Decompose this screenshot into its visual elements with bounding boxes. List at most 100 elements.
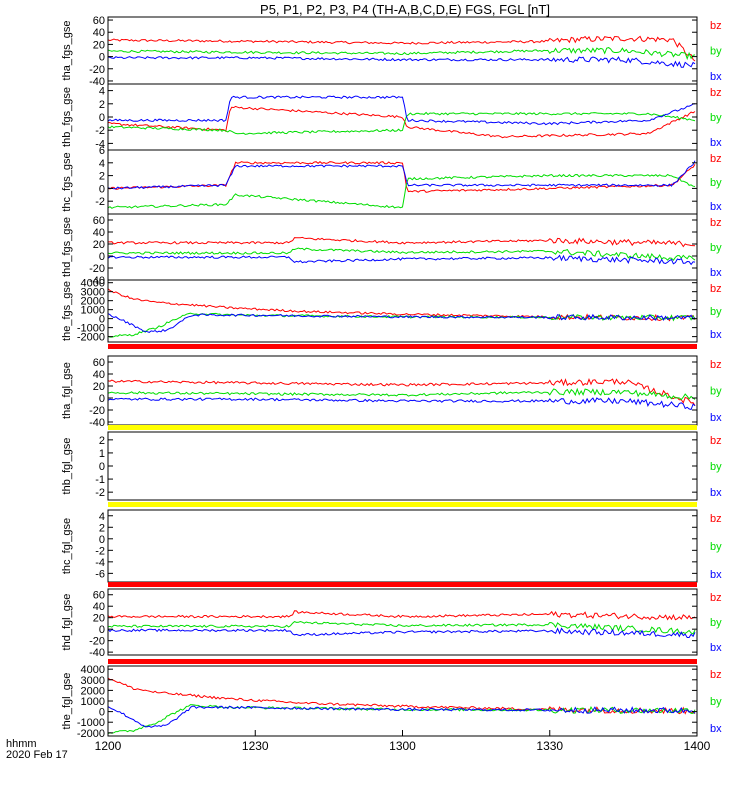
legend-bz: bz xyxy=(710,87,722,99)
panel-frame xyxy=(107,588,698,656)
series-line-by xyxy=(107,247,696,261)
x-tick-label: 1300 xyxy=(389,739,416,753)
y-tick-label: -1000 xyxy=(77,717,105,729)
panel-frame xyxy=(107,213,698,281)
y-axis-label: thc_fgl_gse xyxy=(61,518,73,574)
legend-by: by xyxy=(710,46,722,58)
y-tick-label: 0 xyxy=(99,251,105,263)
panel-thc_fgl_gse: 420-2-4-6 thc_fgl_gse bz by bx xyxy=(61,509,722,587)
y-axis-label: thd_fgs_gse xyxy=(61,217,73,277)
y-tick-label: -2000 xyxy=(77,728,105,740)
plot-title: P5, P1, P2, P3, P4 (TH-A,B,C,D,E) FGS, F… xyxy=(260,2,550,17)
y-tick-label: -2 xyxy=(95,125,105,137)
y-tick-label: 40 xyxy=(93,601,105,613)
y-axis-label: tha_fgs_gse xyxy=(61,21,73,81)
legend-bx: bx xyxy=(710,267,722,279)
y-tick-label: 1 xyxy=(99,448,105,460)
series-line-bx xyxy=(107,705,696,728)
x-tick-label: 1330 xyxy=(536,739,563,753)
y-tick-label: -1 xyxy=(95,474,105,486)
panel-frame xyxy=(107,431,698,501)
y-axis-label: the_fgl_gse xyxy=(61,673,73,730)
y-tick-label: 2000 xyxy=(81,296,105,308)
legend-bz: bz xyxy=(710,20,722,32)
series-line-bx xyxy=(107,313,696,333)
legend-by: by xyxy=(710,177,722,189)
legend-bz: bz xyxy=(710,153,722,165)
legend-bx: bx xyxy=(710,642,722,654)
y-tick-label: 20 xyxy=(93,381,105,393)
legend-bx: bx xyxy=(710,723,722,735)
x-tick-label: 1400 xyxy=(684,739,711,753)
y-tick-label: 2 xyxy=(99,171,105,183)
legend-by: by xyxy=(710,306,722,318)
legend-by: by xyxy=(710,386,722,398)
y-axis-label: the_fgs_gse xyxy=(61,281,73,341)
y-tick-label: 60 xyxy=(93,215,105,227)
y-tick-label: 0 xyxy=(99,624,105,636)
series-line-bx xyxy=(107,397,696,411)
legend-by: by xyxy=(710,617,722,629)
y-axis-label: thd_fgl_gse xyxy=(61,594,73,651)
legend-bx: bx xyxy=(710,71,722,83)
y-tick-label: 0 xyxy=(99,534,105,546)
y-axis-label: thc_fgs_gse xyxy=(61,152,73,211)
x-tick-label: 1200 xyxy=(95,739,122,753)
legend-bx: bx xyxy=(710,329,722,341)
legend-by: by xyxy=(710,696,722,708)
y-tick-label: 4 xyxy=(99,511,105,523)
y-tick-label: 60 xyxy=(93,590,105,602)
legend-by: by xyxy=(710,112,722,124)
y-tick-label: -40 xyxy=(89,275,105,287)
y-tick-label: 6 xyxy=(99,145,105,157)
status-bar-red xyxy=(108,582,697,587)
y-tick-label: 0 xyxy=(99,183,105,195)
y-tick-label: 4000 xyxy=(81,278,105,290)
panel-thb_fgl_gse: 210-1-2 thb_fgl_gse bz by bx xyxy=(61,431,722,507)
y-tick-label: -20 xyxy=(89,636,105,648)
legend-bz: bz xyxy=(710,592,722,604)
y-tick-label: 4000 xyxy=(81,664,105,676)
legend-bx: bx xyxy=(710,201,722,213)
series-line-bz xyxy=(107,378,696,406)
y-tick-label: 1000 xyxy=(81,305,105,317)
y-tick-label: -2 xyxy=(95,487,105,499)
y-tick-label: 4 xyxy=(99,158,105,170)
y-tick-label: -2 xyxy=(95,196,105,208)
series-line-bz xyxy=(107,288,696,322)
series-line-bx xyxy=(107,627,696,638)
y-tick-label: 2000 xyxy=(81,685,105,697)
y-tick-label: 60 xyxy=(93,15,105,27)
y-axis-label: thb_fgs_gse xyxy=(61,87,73,147)
legend-bz: bz xyxy=(710,513,722,525)
y-tick-label: 2 xyxy=(99,435,105,447)
y-tick-label: -40 xyxy=(89,647,105,659)
legend-bz: bz xyxy=(710,435,722,447)
legend-bx: bx xyxy=(710,137,722,149)
panel-frame xyxy=(107,355,698,426)
y-axis-label: thb_fgl_gse xyxy=(61,438,73,495)
legend-bz: bz xyxy=(710,217,722,229)
series-line-bx xyxy=(107,56,696,68)
y-tick-label: -6 xyxy=(95,568,105,580)
series-line-bz xyxy=(107,35,696,62)
y-tick-label: 0 xyxy=(99,112,105,124)
series-line-bz xyxy=(107,610,696,621)
y-tick-label: -40 xyxy=(89,417,105,429)
hhmm-label: hhmm xyxy=(6,738,37,750)
legend-bx: bx xyxy=(710,569,722,581)
y-tick-label: 0 xyxy=(99,707,105,719)
y-tick-label: 60 xyxy=(93,357,105,369)
y-tick-label: 20 xyxy=(93,613,105,625)
y-tick-label: 0 xyxy=(99,52,105,64)
series-line-bx xyxy=(107,95,696,126)
y-tick-label: 0 xyxy=(99,314,105,326)
y-tick-label: 2 xyxy=(99,522,105,534)
panel-frame xyxy=(107,83,698,151)
y-tick-label: -20 xyxy=(89,405,105,417)
